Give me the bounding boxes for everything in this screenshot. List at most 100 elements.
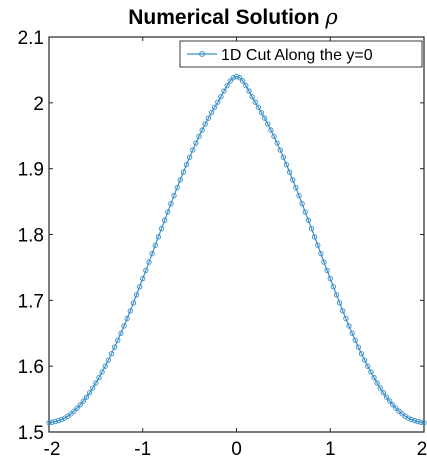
series-point: [158, 225, 165, 232]
series-point: [271, 133, 277, 140]
series-point: [277, 147, 283, 153]
series-point: [318, 251, 324, 257]
series-point: [243, 82, 249, 89]
series-point: [233, 73, 240, 80]
series-point: [193, 140, 199, 146]
series-point: [305, 217, 312, 223]
series-point: [83, 394, 90, 400]
series-point: [240, 78, 246, 84]
series-point: [374, 380, 380, 386]
series-point: [368, 369, 374, 375]
x-tick-label: 0: [231, 439, 242, 460]
chart-title: Numerical Solution ρ: [128, 5, 338, 29]
series-point: [418, 419, 424, 425]
series-point: [308, 225, 315, 232]
chart-title-text: Numerical Solution: [128, 6, 325, 29]
series-point: [180, 169, 187, 175]
series-point: [324, 267, 330, 274]
series-point: [330, 284, 337, 290]
series-point: [327, 275, 333, 282]
series-point: [165, 209, 171, 215]
series-point: [146, 259, 152, 265]
series-point: [221, 88, 227, 94]
series-point: [218, 94, 224, 100]
series-point: [311, 234, 318, 240]
series-point: [293, 185, 299, 191]
series-point: [396, 408, 402, 414]
series-point: [105, 357, 112, 363]
legend-box: [179, 40, 423, 68]
series-point: [268, 127, 274, 133]
series-point: [280, 154, 287, 160]
series-point: [377, 385, 383, 391]
series-point: [111, 344, 118, 350]
series-point: [383, 394, 390, 400]
series-point: [415, 418, 421, 425]
x-tick-label: 2: [417, 439, 427, 460]
series-point: [143, 267, 149, 274]
series-point: [68, 411, 74, 417]
series-point: [261, 115, 268, 121]
series-point: [152, 242, 158, 248]
series-point: [274, 140, 280, 146]
series-point: [355, 344, 362, 350]
series-point: [336, 300, 343, 306]
series-point: [55, 418, 62, 424]
series-point: [321, 259, 327, 265]
series-point: [421, 420, 427, 426]
series-point: [302, 209, 308, 215]
legend: 1D Cut Along the y=0: [179, 40, 423, 68]
series-point: [183, 161, 190, 168]
series-point: [96, 374, 102, 381]
series-point: [205, 115, 212, 121]
series-point: [202, 121, 208, 127]
series-point: [93, 380, 99, 386]
y-tick-label: 1.8: [18, 226, 44, 247]
series-point: [333, 292, 340, 298]
series-point: [155, 234, 162, 240]
y-tick-label: 1.5: [18, 423, 44, 444]
series-point: [174, 185, 180, 191]
series-point: [343, 315, 349, 322]
series-point: [124, 315, 130, 322]
legend-label: 1D Cut Along the y=0: [221, 47, 373, 64]
series-point: [149, 251, 155, 257]
x-tick-label: -2: [44, 439, 61, 460]
series-point: [380, 390, 387, 396]
series-point: [290, 177, 296, 183]
series-point: [296, 193, 302, 199]
series-point: [358, 351, 365, 357]
tick-marks: [48, 36, 425, 433]
series-point: [86, 390, 93, 396]
series-point: [349, 330, 355, 336]
axes: [48, 36, 425, 433]
y-tick-label: 2: [33, 94, 44, 115]
y-tick-label: 1.6: [18, 357, 44, 378]
series-point: [411, 418, 418, 424]
series-point: [190, 147, 196, 153]
series-point: [52, 418, 58, 425]
series-point: [408, 416, 415, 423]
series-point: [299, 201, 305, 207]
series-point: [246, 88, 252, 94]
series-point: [249, 94, 255, 100]
series-point: [168, 201, 174, 207]
series-point: [177, 177, 183, 183]
x-tick-label: -1: [134, 439, 151, 460]
series-point: [393, 405, 399, 411]
y-tick-label: 1.9: [18, 160, 44, 181]
series-point: [252, 99, 258, 105]
plot-area-box: [48, 36, 425, 433]
series-point: [405, 415, 412, 421]
plot-series: [46, 73, 427, 426]
series-point: [49, 419, 55, 425]
series-point: [199, 127, 205, 133]
series-point: [346, 323, 352, 329]
series-point: [365, 363, 371, 369]
series-point: [286, 169, 293, 175]
series-point: [386, 398, 393, 404]
series-point: [361, 357, 368, 363]
series-point: [133, 292, 140, 298]
series-point: [46, 420, 52, 426]
series-point: [118, 330, 124, 336]
